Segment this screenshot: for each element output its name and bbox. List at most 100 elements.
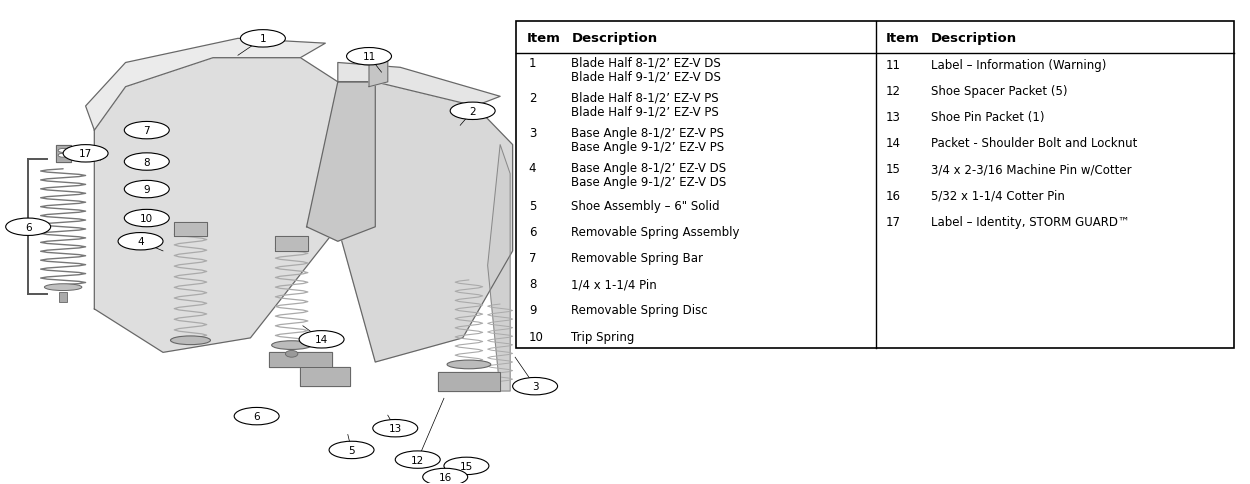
Polygon shape (369, 59, 388, 88)
Text: 1: 1 (529, 57, 536, 69)
Text: Item: Item (886, 31, 920, 45)
Ellipse shape (45, 284, 81, 291)
Text: 14: 14 (886, 137, 901, 150)
Text: 13: 13 (389, 424, 402, 433)
Circle shape (6, 219, 51, 236)
Text: 5: 5 (349, 445, 355, 455)
Text: 15: 15 (886, 163, 901, 176)
Text: Packet - Shoulder Bolt and Locknut: Packet - Shoulder Bolt and Locknut (931, 137, 1138, 150)
Circle shape (124, 181, 169, 198)
Circle shape (450, 103, 495, 120)
Polygon shape (438, 372, 500, 391)
Text: 9: 9 (144, 185, 150, 195)
Circle shape (512, 378, 558, 395)
Text: 12: 12 (411, 454, 424, 465)
Circle shape (422, 469, 468, 484)
Text: Shoe Pin Packet (1): Shoe Pin Packet (1) (931, 111, 1045, 124)
Text: Blade Half 8-1/2’ EZ-V DS: Blade Half 8-1/2’ EZ-V DS (571, 57, 721, 69)
Ellipse shape (170, 336, 210, 345)
Polygon shape (275, 237, 308, 251)
Text: 11: 11 (886, 59, 901, 72)
Text: Base Angle 9-1/2’ EZ-V PS: Base Angle 9-1/2’ EZ-V PS (571, 141, 725, 154)
Text: Trip Spring: Trip Spring (571, 330, 635, 343)
Text: Removable Spring Assembly: Removable Spring Assembly (571, 226, 740, 239)
Text: Item: Item (526, 31, 560, 45)
Text: 1: 1 (260, 34, 266, 44)
Circle shape (124, 122, 169, 139)
Text: 17: 17 (886, 215, 901, 228)
Text: 11: 11 (362, 52, 376, 62)
Circle shape (346, 48, 391, 66)
Text: 1/4 x 1-1/4 Pin: 1/4 x 1-1/4 Pin (571, 278, 658, 291)
Text: 17: 17 (79, 149, 92, 159)
Circle shape (59, 154, 68, 158)
Circle shape (329, 441, 374, 459)
Text: Label – Information (Warning): Label – Information (Warning) (931, 59, 1106, 72)
Text: 14: 14 (315, 334, 329, 345)
Text: Description: Description (931, 31, 1018, 45)
Polygon shape (56, 145, 70, 162)
Text: 3: 3 (529, 127, 536, 140)
Circle shape (118, 233, 162, 250)
Polygon shape (94, 59, 338, 353)
Polygon shape (174, 223, 206, 237)
Text: 6: 6 (529, 226, 536, 239)
Circle shape (395, 451, 440, 469)
Text: Blade Half 8-1/2’ EZ-V PS: Blade Half 8-1/2’ EZ-V PS (571, 91, 719, 105)
Text: 4: 4 (529, 162, 536, 175)
Text: Label – Identity, STORM GUARD™: Label – Identity, STORM GUARD™ (931, 215, 1130, 228)
Text: Shoe Spacer Packet (5): Shoe Spacer Packet (5) (931, 85, 1068, 98)
Polygon shape (85, 39, 325, 131)
Text: 2: 2 (529, 91, 536, 105)
Text: Blade Half 9-1/2’ EZ-V DS: Blade Half 9-1/2’ EZ-V DS (571, 71, 721, 83)
Text: 7: 7 (144, 126, 150, 136)
Text: Base Angle 8-1/2’ EZ-V PS: Base Angle 8-1/2’ EZ-V PS (571, 127, 724, 140)
Circle shape (234, 408, 279, 425)
Text: 6: 6 (25, 222, 31, 232)
Text: 5: 5 (529, 200, 536, 212)
Polygon shape (338, 83, 512, 362)
Text: Description: Description (571, 31, 658, 45)
Polygon shape (338, 63, 500, 107)
Bar (516, 22, 1234, 348)
Circle shape (299, 331, 344, 348)
Ellipse shape (285, 351, 298, 358)
Text: 4: 4 (138, 237, 144, 247)
Text: 12: 12 (886, 85, 901, 98)
Text: 13: 13 (886, 111, 901, 124)
Text: 9: 9 (529, 304, 536, 317)
Circle shape (240, 30, 285, 48)
Text: Removable Spring Disc: Removable Spring Disc (571, 304, 707, 317)
Polygon shape (300, 367, 350, 386)
Polygon shape (269, 353, 331, 367)
Ellipse shape (448, 360, 491, 369)
Ellipse shape (271, 341, 311, 350)
Text: 6: 6 (254, 411, 260, 421)
Text: Base Angle 9-1/2’ EZ-V DS: Base Angle 9-1/2’ EZ-V DS (571, 176, 726, 189)
Text: Base Angle 8-1/2’ EZ-V DS: Base Angle 8-1/2’ EZ-V DS (571, 162, 726, 175)
Text: Removable Spring Bar: Removable Spring Bar (571, 252, 704, 265)
Text: 3/4 x 2-3/16 Machine Pin w/Cotter: 3/4 x 2-3/16 Machine Pin w/Cotter (931, 163, 1131, 176)
Circle shape (444, 457, 489, 475)
Text: 3: 3 (531, 381, 539, 392)
Text: 16: 16 (886, 189, 901, 202)
Text: 10: 10 (140, 213, 154, 224)
Text: Blade Half 9-1/2’ EZ-V PS: Blade Half 9-1/2’ EZ-V PS (571, 106, 719, 119)
Text: 16: 16 (439, 472, 451, 482)
Circle shape (59, 149, 68, 153)
Text: 15: 15 (460, 461, 472, 471)
Text: 8: 8 (529, 278, 536, 291)
Bar (60, 292, 66, 302)
Circle shape (124, 153, 169, 171)
Text: Shoe Assembly – 6" Solid: Shoe Assembly – 6" Solid (571, 200, 720, 212)
Circle shape (124, 210, 169, 227)
Text: 8: 8 (144, 157, 150, 167)
Text: 10: 10 (529, 330, 544, 343)
Text: 2: 2 (469, 106, 476, 117)
Text: 5/32 x 1-1/4 Cotter Pin: 5/32 x 1-1/4 Cotter Pin (931, 189, 1065, 202)
Circle shape (372, 420, 418, 437)
Circle shape (64, 145, 107, 163)
Text: 7: 7 (529, 252, 536, 265)
Polygon shape (488, 145, 510, 391)
Polygon shape (306, 83, 375, 242)
